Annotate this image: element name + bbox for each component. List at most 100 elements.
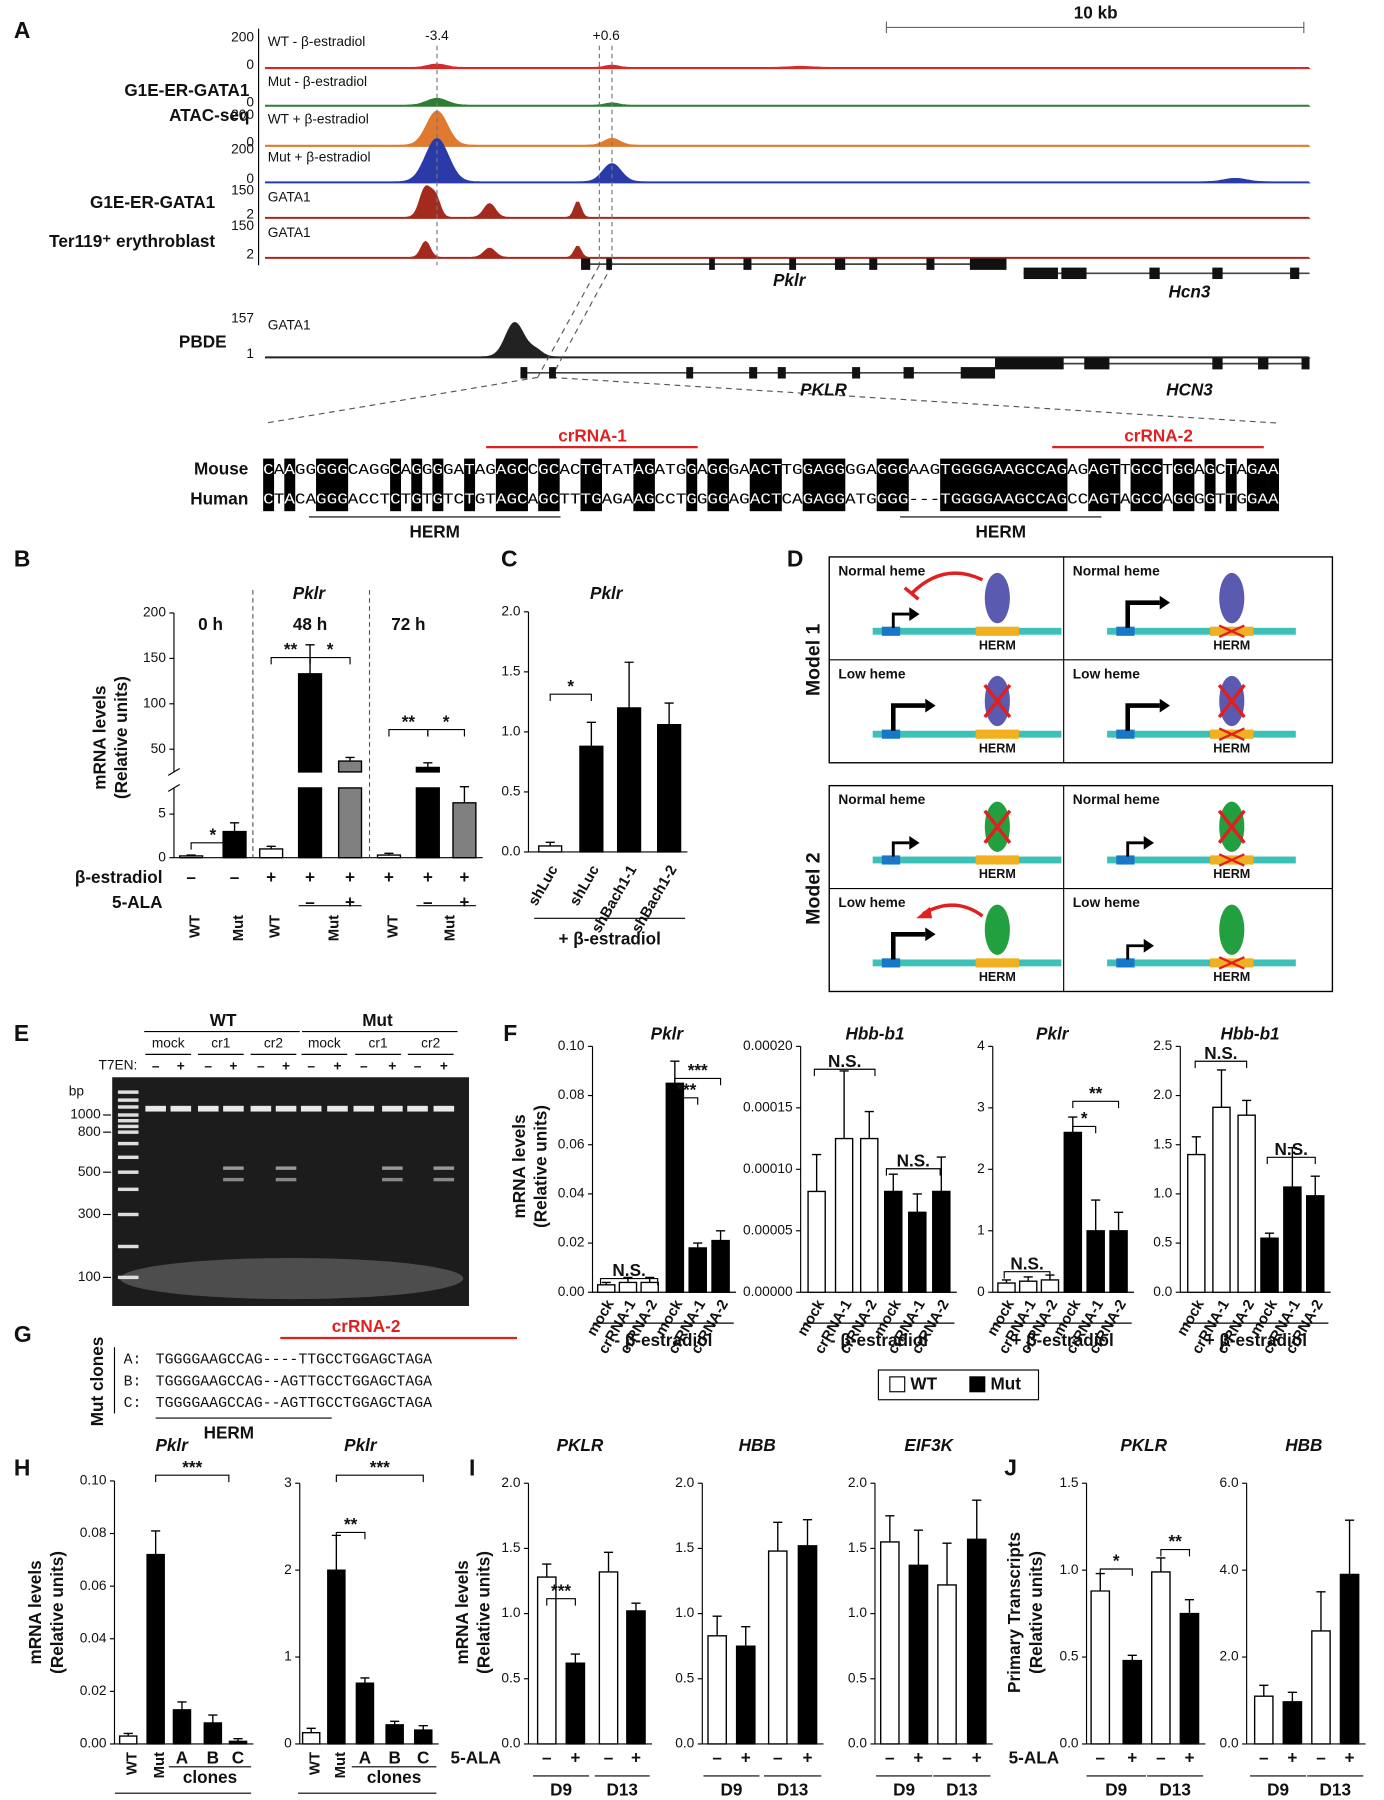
cell-element: HERM — [1213, 867, 1250, 881]
bar — [118, 1735, 138, 1745]
clone-label: C: — [124, 1396, 142, 1412]
ladder-band — [117, 1187, 139, 1192]
bar — [1040, 1279, 1060, 1293]
bar — [1122, 1659, 1143, 1745]
clone-group: Mut clones — [87, 1337, 107, 1427]
exon — [1084, 357, 1110, 370]
tss-arrow — [891, 612, 910, 628]
x-tick-label: – — [1095, 1747, 1105, 1767]
group-label: - β-estradiol — [614, 1330, 712, 1350]
x-tick-label: – — [942, 1747, 952, 1767]
mutation — [1218, 727, 1245, 741]
cell-condition: Normal heme — [1073, 792, 1160, 807]
enzyme-sign: – — [257, 1059, 265, 1074]
error-bar — [418, 1725, 428, 1731]
group-label: D9 — [720, 1779, 742, 1799]
bar — [1339, 1573, 1360, 1745]
x-tick-label: shLuc — [526, 863, 562, 909]
y-tick-label: 2 — [977, 1161, 985, 1176]
ladder-band — [117, 1212, 139, 1217]
exon — [995, 357, 1064, 370]
row-value: – — [186, 867, 196, 887]
error-bar — [233, 1738, 243, 1742]
error-bar — [936, 1156, 946, 1192]
group-label: + β-estradiol — [558, 929, 660, 949]
enzyme-sign: + — [177, 1059, 185, 1074]
track-label: GATA1 — [268, 189, 311, 204]
gel-band — [353, 1105, 375, 1112]
track-signal — [264, 63, 1311, 70]
match-box — [834, 458, 846, 512]
bar — [337, 760, 363, 859]
y-tick-label: 0.5 — [848, 1670, 867, 1685]
panel-letter: H — [14, 1455, 31, 1481]
bracket — [1194, 1060, 1248, 1069]
y-tick-label: 0.5 — [501, 1670, 520, 1685]
match-box — [1268, 458, 1280, 512]
tss-arrow — [1125, 703, 1160, 731]
bar — [616, 707, 642, 853]
panel-letter: C — [501, 545, 518, 571]
chart-title: Pklr — [1036, 1023, 1070, 1043]
cell-element: HERM — [1213, 638, 1250, 652]
chart-title: HBB — [739, 1435, 776, 1455]
zoom-guide — [537, 265, 600, 378]
zoom-guide — [265, 376, 538, 424]
match-box — [1088, 458, 1100, 512]
y-tick-label: 0.04 — [80, 1630, 107, 1645]
error-bar — [1191, 1136, 1201, 1155]
track-min: 0 — [246, 171, 254, 186]
ladder-band — [117, 1124, 139, 1129]
y-tick-label: 100 — [143, 695, 166, 710]
error-bar — [1113, 1211, 1124, 1231]
bar — [538, 845, 563, 853]
ladder-unit: bp — [69, 1084, 85, 1099]
x-tick-label: A — [176, 1747, 188, 1767]
y-tick-label: 0.5 — [1153, 1235, 1172, 1250]
exon — [581, 258, 591, 270]
chart-title: Hbb-b1 — [1221, 1023, 1280, 1043]
significance: ** — [284, 639, 298, 659]
track-label: WT - β-estradiol — [268, 34, 366, 49]
error-bar — [1216, 1069, 1227, 1108]
y-tick-label: 2.5 — [1153, 1038, 1172, 1053]
y-tick-label: 2.0 — [1153, 1087, 1172, 1102]
gel-band — [145, 1105, 166, 1112]
y-tick-label: 2.0 — [675, 1475, 694, 1490]
error-bar — [151, 1530, 161, 1555]
bar — [452, 802, 477, 859]
enzyme-sign: + — [282, 1059, 290, 1074]
x-tick-label: C — [232, 1747, 244, 1767]
gel-band — [327, 1105, 348, 1112]
gel-band — [407, 1105, 428, 1112]
cut-band — [223, 1166, 244, 1170]
bracket — [309, 656, 351, 665]
bracket — [813, 1068, 876, 1077]
match-box — [263, 458, 275, 512]
peak-label: -3.4 — [425, 28, 449, 43]
error-bar — [345, 756, 355, 762]
bar — [355, 1682, 375, 1745]
bar — [932, 1190, 951, 1293]
x-tick-label: WT — [188, 915, 204, 938]
tss-head — [925, 698, 936, 713]
species-label: Mouse — [194, 459, 248, 479]
significance: N.S. — [1275, 1139, 1308, 1159]
ladder-band — [117, 1130, 139, 1134]
bar — [640, 1281, 659, 1293]
scale-bar-label: 10 kb — [1074, 2, 1118, 22]
enzyme-label: T7EN: — [98, 1057, 137, 1072]
bar — [859, 1137, 879, 1293]
row-value: + — [423, 867, 433, 887]
match-box — [1056, 458, 1068, 512]
match-box — [548, 458, 560, 512]
bracket — [155, 1474, 230, 1483]
y-tick-label: 0.06 — [558, 1136, 585, 1151]
significance: * — [1113, 1551, 1120, 1571]
model-label: Model 2 — [803, 852, 825, 925]
match-box — [1130, 458, 1142, 512]
error-bar — [913, 1529, 924, 1566]
cut-band — [433, 1177, 455, 1182]
bar — [807, 1190, 826, 1293]
x-tick-label: Mut — [152, 1752, 168, 1778]
